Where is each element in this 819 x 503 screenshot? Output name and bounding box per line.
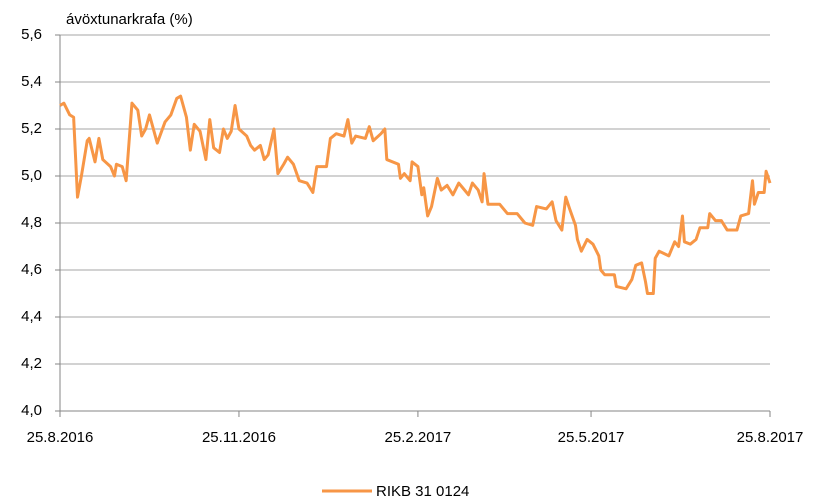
y-axis-label: ávöxtunarkrafa (%)	[66, 11, 193, 28]
y-tick-label: 5,4	[21, 73, 42, 90]
legend-label: RIKB 31 0124	[376, 483, 469, 500]
y-tick-label: 4,0	[21, 402, 42, 419]
y-tick-label: 5,0	[21, 167, 42, 184]
y-tick-label: 4,8	[21, 214, 42, 231]
y-tick-label: 5,6	[21, 26, 42, 43]
x-tick-label: 25.8.2016	[27, 429, 94, 446]
x-tick-label: 25.8.2017	[737, 429, 804, 446]
y-tick-label: 4,6	[21, 261, 42, 278]
x-tick-label: 25.5.2017	[558, 429, 625, 446]
y-tick-label: 4,4	[21, 308, 42, 325]
line	[59, 94, 772, 295]
x-tick-label: 25.2.2017	[385, 429, 452, 446]
y-tick-label: 5,2	[21, 120, 42, 137]
x-tick-label: 25.11.2016	[202, 429, 276, 446]
y-tick-label: 4,2	[21, 355, 42, 372]
